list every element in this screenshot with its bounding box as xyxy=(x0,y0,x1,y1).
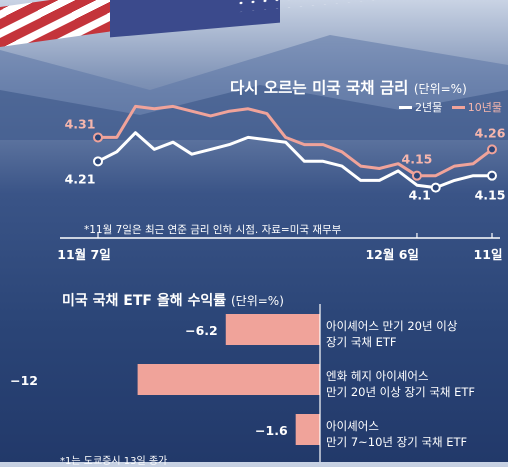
bar-category-label-1: 아이셰어스 만기 20년 이상 장기 국채 ETF xyxy=(326,318,457,350)
legend-label-2y: 2년물 xyxy=(415,101,443,114)
line-chart-note: *11월 7일은 최근 연준 금리 인하 시점. 자료=미국 재무부 xyxy=(84,224,342,236)
x-tick-label: 12월 6일 xyxy=(365,247,418,262)
bar-category-1-line-2: 장기 국채 ETF xyxy=(326,335,397,349)
label-10y-start-marker xyxy=(93,132,103,143)
bar-category-3-line-2: 만기 7~10년 장기 국채 ETF xyxy=(326,435,468,449)
label-2y-start-marker xyxy=(93,156,103,167)
bar-chart-footnote: *1는 도쿄증시 13일 종가 xyxy=(60,456,168,467)
bar-chart-unit: (단위=%) xyxy=(230,294,284,308)
label-10y-min: 4.15 xyxy=(402,152,433,167)
line-chart-legend: 2년물 10년물 xyxy=(393,99,502,115)
legend-swatch-2y xyxy=(399,105,412,109)
label-10y-end: 4.26 xyxy=(475,125,506,140)
label-2y-min: 4.1 xyxy=(409,188,431,203)
legend-swatch-10y xyxy=(451,105,465,109)
bar-chart-title-text: 미국 국채 ETF 올해 수익률 xyxy=(62,293,227,309)
label-2y-min-marker xyxy=(430,182,441,193)
bar-value-label-2: −12 xyxy=(10,373,38,388)
line-chart-title-text: 다시 오르는 미국 국채 금리 xyxy=(230,79,409,97)
bar-category-1-line-1: 아이셰어스 만기 20년 이상 xyxy=(326,319,458,333)
label-10y-min-marker xyxy=(411,170,422,181)
bar-category-2-line-1: 엔화 헤지 아이셰어스 xyxy=(326,369,429,383)
mountain-illustration xyxy=(0,35,508,140)
label-10y-end-marker xyxy=(487,144,497,155)
label-2y-start: 4.21 xyxy=(65,171,96,186)
bar-value-label-3: −1.6 xyxy=(255,423,288,438)
label-2y-end-marker xyxy=(487,170,497,181)
bar-value-label-1: −6.2 xyxy=(185,323,218,338)
legend-label-10y: 10년물 xyxy=(467,101,502,114)
label-2y-end: 4.15 xyxy=(475,188,506,203)
bar-category-label-3: 아이셰어스 만기 7~10년 장기 국채 ETF xyxy=(326,418,467,450)
line-chart-title: 다시 오르는 미국 국채 금리 (단위=%) xyxy=(230,76,467,98)
bar-1 xyxy=(225,314,320,345)
line-chart-unit: (단위=%) xyxy=(413,82,467,96)
bar-3 xyxy=(295,414,320,445)
bar-2 xyxy=(137,364,320,395)
bar-category-2-line-2: 만기 20년 이상 장기 국채 ETF xyxy=(326,385,476,399)
bar-chart-title: 미국 국채 ETF 올해 수익률 (단위=%) xyxy=(62,290,284,310)
line-chart: 11월 7일 12월 6일 11일 4.21 4.1 4.15 4.31 4.15 4.26 xyxy=(57,104,506,262)
x-tick-label: 11일 xyxy=(474,247,503,262)
series-line-2y xyxy=(97,131,492,190)
label-10y-start: 4.31 xyxy=(65,116,96,131)
series-line-10y xyxy=(98,104,493,178)
bar-category-3-line-1: 아이셰어스 xyxy=(326,419,379,433)
bar-category-label-2: 엔화 헤지 아이셰어스 만기 20년 이상 장기 국채 ETF xyxy=(326,368,475,400)
x-tick-label: 11월 7일 xyxy=(57,247,110,262)
